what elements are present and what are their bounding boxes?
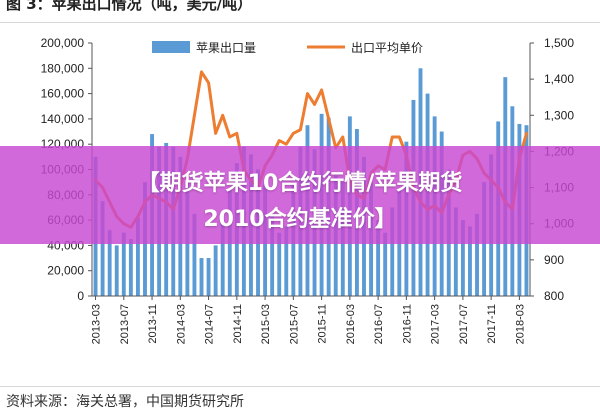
legend-line-label: 出口平均单价 xyxy=(351,41,423,55)
bar-mark xyxy=(115,245,119,296)
overlay-title-line-1: 【期货苹果10合约行情/苹果期货 xyxy=(0,165,600,197)
source-note: 资料来源：海关总署，中国期货研究所 xyxy=(6,391,244,411)
legend-bar-swatch xyxy=(152,41,190,53)
y-right-tick-label: 800 xyxy=(544,289,564,303)
x-tick-label: 2014-11 xyxy=(232,304,244,344)
x-tick-label: 2017-07 xyxy=(458,304,470,344)
y-left-tick-label: 20,000 xyxy=(47,264,84,278)
legend-bar-label: 苹果出口量 xyxy=(196,41,256,55)
x-tick-label: 2018-03 xyxy=(514,304,526,344)
y-right-tick-label: 1,300 xyxy=(544,108,574,122)
bar-mark xyxy=(214,245,218,296)
y-left-tick-label: 140,000 xyxy=(41,112,85,126)
x-tick-label: 2016-11 xyxy=(401,304,413,344)
x-tick-label: 2015-11 xyxy=(317,304,329,344)
x-tick-label: 2013-11 xyxy=(147,304,159,344)
bar-mark xyxy=(200,258,204,296)
y-left-tick-label: 0 xyxy=(77,289,84,303)
x-tick-label: 2016-03 xyxy=(345,304,357,344)
overlay-title-line-2: 2010合约基准价】 xyxy=(0,201,600,233)
x-tick-label: 2015-03 xyxy=(260,304,272,344)
y-right-tick-label: 1,500 xyxy=(544,36,574,50)
y-right-tick-label: 900 xyxy=(544,253,564,267)
legend: 苹果出口量 出口平均单价 xyxy=(152,41,423,55)
x-tick-label: 2014-03 xyxy=(175,304,187,344)
y-right-tick-label: 1,400 xyxy=(544,72,574,86)
y-left-tick-label: 180,000 xyxy=(41,61,85,75)
figure-footer: 资料来源：海关总署，中国期货研究所 xyxy=(0,386,600,401)
bar-mark xyxy=(129,239,133,296)
x-tick-label: 2014-07 xyxy=(204,304,216,344)
x-tick-label: 2013-03 xyxy=(91,304,103,344)
x-tick-label: 2017-11 xyxy=(486,304,498,344)
y-left-tick-label: 200,000 xyxy=(41,36,85,50)
bar-mark xyxy=(207,258,211,296)
x-tick-label: 2013-07 xyxy=(119,304,131,344)
x-tick-label: 2015-07 xyxy=(288,304,300,344)
x-tick-label: 2016-07 xyxy=(373,304,385,344)
y-left-tick-label: 160,000 xyxy=(41,87,85,101)
x-tick-label: 2017-03 xyxy=(430,304,442,344)
